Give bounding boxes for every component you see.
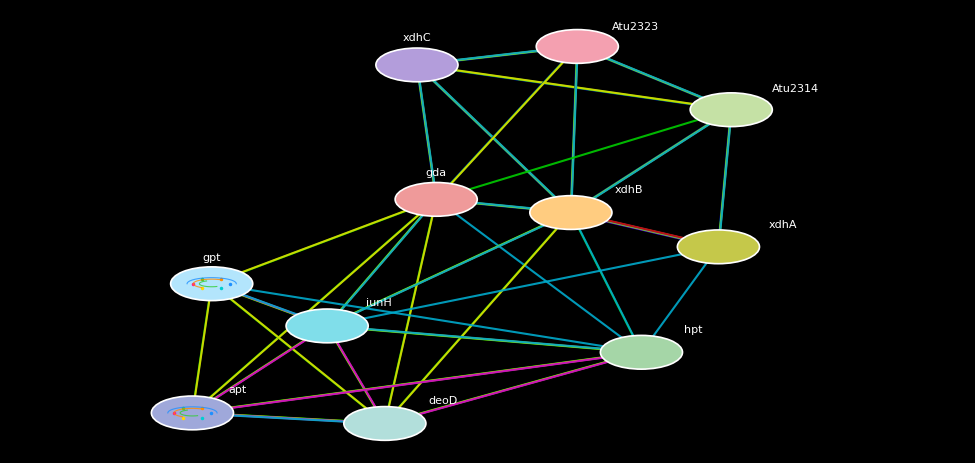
Text: iunH: iunH [366, 298, 391, 308]
Circle shape [678, 231, 760, 264]
Text: Atu2314: Atu2314 [772, 84, 819, 94]
Circle shape [529, 196, 612, 230]
Text: gda: gda [426, 168, 447, 178]
Circle shape [690, 94, 772, 127]
Text: xdhB: xdhB [614, 185, 643, 194]
Circle shape [601, 336, 682, 369]
Circle shape [151, 396, 233, 430]
Circle shape [344, 407, 426, 440]
Circle shape [536, 31, 618, 64]
Text: xdhC: xdhC [403, 33, 431, 43]
Text: apt: apt [228, 385, 247, 394]
Text: deoD: deoD [428, 395, 457, 405]
Text: gpt: gpt [203, 252, 221, 262]
Circle shape [376, 49, 458, 82]
Circle shape [395, 183, 477, 217]
Circle shape [286, 309, 369, 343]
Text: hpt: hpt [683, 324, 702, 334]
Text: Atu2323: Atu2323 [611, 22, 658, 31]
Circle shape [171, 267, 253, 301]
Text: xdhA: xdhA [768, 219, 797, 229]
